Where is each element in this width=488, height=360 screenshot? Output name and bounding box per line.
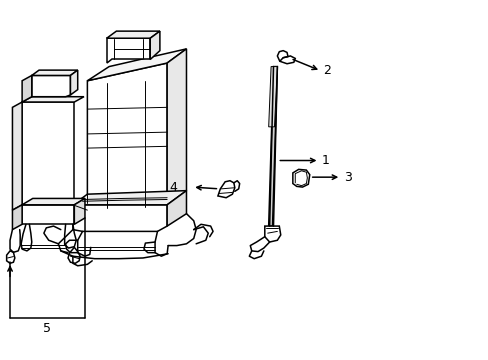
Polygon shape [22, 205, 74, 224]
Text: 3: 3 [343, 171, 351, 184]
Polygon shape [22, 198, 85, 205]
Polygon shape [106, 38, 150, 63]
Polygon shape [268, 67, 277, 127]
Text: 2: 2 [322, 64, 330, 77]
Text: 5: 5 [43, 321, 51, 335]
Polygon shape [22, 76, 32, 102]
Polygon shape [87, 49, 186, 81]
Polygon shape [22, 102, 74, 205]
Polygon shape [32, 70, 78, 76]
Polygon shape [12, 102, 22, 210]
Polygon shape [70, 70, 78, 95]
Polygon shape [218, 181, 234, 198]
Text: 1: 1 [321, 154, 329, 167]
Polygon shape [12, 205, 22, 230]
Polygon shape [32, 76, 70, 97]
Polygon shape [73, 205, 167, 231]
Polygon shape [74, 198, 85, 224]
Polygon shape [268, 67, 277, 226]
Text: 4: 4 [168, 181, 177, 194]
Polygon shape [73, 191, 186, 205]
Polygon shape [279, 56, 295, 64]
Polygon shape [264, 226, 280, 242]
Polygon shape [292, 169, 309, 187]
Polygon shape [87, 63, 167, 210]
Polygon shape [106, 31, 160, 38]
Polygon shape [22, 97, 84, 102]
Polygon shape [150, 31, 160, 59]
Polygon shape [68, 247, 80, 263]
Polygon shape [167, 49, 186, 205]
Polygon shape [167, 191, 186, 226]
Polygon shape [7, 251, 15, 263]
